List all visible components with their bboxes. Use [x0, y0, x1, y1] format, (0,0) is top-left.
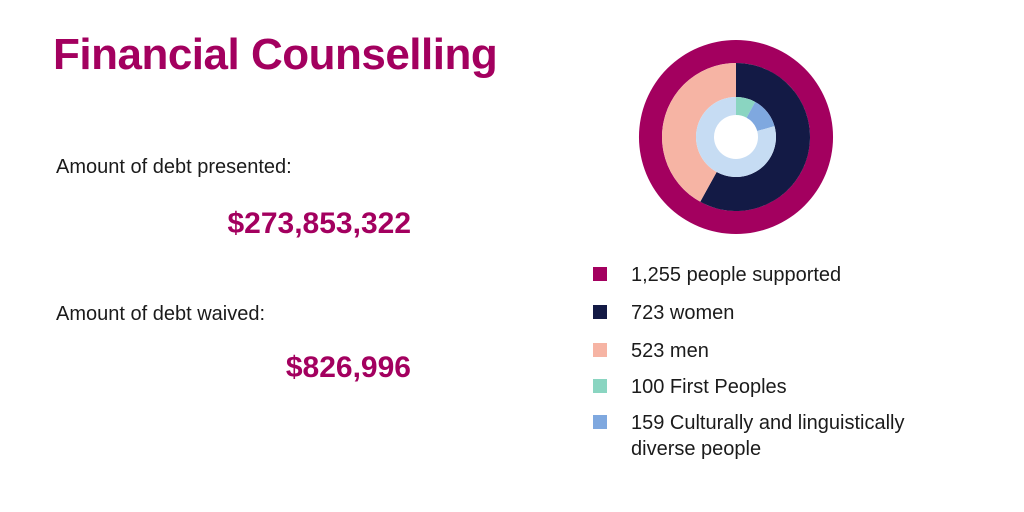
legend-swatch — [593, 305, 607, 319]
debt-waived-label: Amount of debt waived: — [56, 303, 266, 325]
legend-label: 1,255 people supported — [631, 264, 842, 286]
donut-slice-women — [700, 63, 810, 211]
donut-slice-men — [662, 62, 736, 202]
legend-label: 100 First Peoples — [631, 376, 787, 398]
legend-item: 723 women — [593, 300, 961, 326]
legend-swatch — [593, 415, 607, 429]
donut-slice-remainder — [696, 97, 776, 177]
legend-label: 159 Culturally and linguistically divers… — [631, 412, 905, 460]
legend-label: 723 women — [631, 302, 735, 324]
debt-presented-value: $273,853,322 — [227, 207, 411, 240]
donut-slice-first-peoples — [736, 97, 756, 118]
legend-item: 159 Culturally and linguistically divers… — [593, 410, 961, 462]
legend-swatch — [593, 267, 607, 281]
legend-item: 100 First Peoples — [593, 374, 961, 400]
legend-item: 1,255 people supported — [593, 262, 961, 288]
legend-swatch — [593, 343, 607, 357]
nested-donut-chart — [638, 39, 834, 235]
legend-swatch — [593, 379, 607, 393]
legend-item: 523 men — [593, 338, 961, 364]
debt-presented-label: Amount of debt presented: — [56, 156, 292, 178]
page-title: Financial Counselling — [53, 30, 498, 79]
legend-label: 523 men — [631, 340, 709, 362]
debt-waived-value: $826,996 — [285, 351, 411, 384]
donut-slice-culturally-and-linguistically-diverse-people — [746, 101, 775, 132]
